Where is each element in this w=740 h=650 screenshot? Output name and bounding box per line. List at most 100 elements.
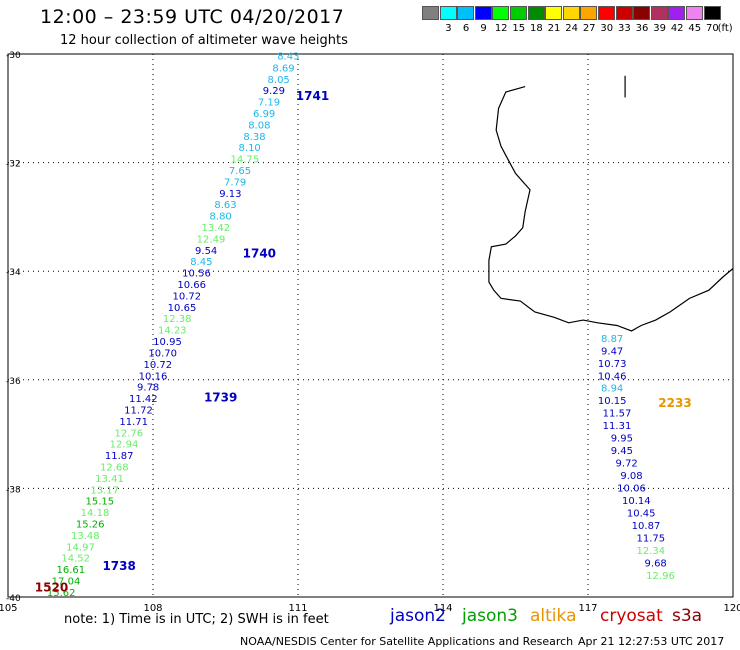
wave-height-value: 12.49 [197, 234, 226, 245]
wave-height-value: 8.63 [214, 200, 236, 211]
pass-time-label: 2233 [658, 396, 691, 410]
wave-height-value: 12.38 [163, 314, 192, 325]
wave-height-value: 11.42 [129, 394, 158, 405]
wave-height-value: 9.54 [195, 246, 217, 257]
scale-unit: (ft) [717, 23, 733, 34]
scale-swatch [474, 6, 492, 20]
scale-swatch [492, 6, 510, 20]
wave-height-value: 10.72 [144, 360, 173, 371]
wave-height-value: 13.17 [90, 485, 119, 496]
wave-height-value: 10.06 [617, 484, 646, 495]
wave-height-value: 12.68 [100, 462, 129, 473]
scale-label: 39 [653, 23, 666, 34]
wave-height-value: 8.10 [239, 143, 261, 154]
wave-height-value: 7.79 [224, 177, 246, 188]
wave-height-value: 10.70 [148, 348, 177, 359]
pass-time-label: 1741 [296, 89, 329, 103]
wave-height-value: 7.19 [258, 98, 280, 109]
wave-height-value: 10.95 [153, 337, 182, 348]
wave-height-value: 13.48 [71, 531, 100, 542]
page-subtitle: 12 hour collection of altimeter wave hei… [60, 33, 348, 48]
scale-label: 3 [445, 23, 452, 34]
wave-height-value: 10.66 [177, 280, 206, 291]
lon-tick-label: 117 [578, 603, 597, 614]
wave-height-value: 10.65 [168, 303, 197, 314]
wave-height-value: 14.23 [158, 326, 187, 337]
note-text: note: 1) Time is in UTC; 2) SWH is in fe… [64, 612, 329, 627]
scale-label: 6 [462, 23, 470, 34]
pass-time-label: 1738 [102, 559, 135, 573]
scale-swatch [439, 6, 457, 20]
wave-height-value: 11.87 [105, 451, 134, 462]
wave-height-value: 8.69 [272, 63, 294, 74]
wave-height-value: 10.16 [139, 371, 168, 382]
wave-height-value: 11.75 [637, 534, 666, 545]
scale-swatch [457, 6, 475, 20]
wave-height-value: 13.41 [95, 474, 124, 485]
wave-height-value: 6.99 [253, 109, 275, 120]
wave-height-value: 8.94 [601, 384, 623, 395]
scale-swatch [703, 6, 721, 20]
footer-timestamp: Apr 21 12:27:53 UTC 2017 [578, 635, 725, 648]
wave-height-value: 10.14 [622, 496, 651, 507]
scale-label: 42 [670, 23, 684, 34]
wave-height-value: 9.45 [611, 446, 633, 457]
wave-height-value: 10.45 [627, 509, 656, 520]
wave-height-value: 12.94 [110, 440, 139, 451]
wave-height-value: 9.08 [620, 471, 642, 482]
wave-height-value: 11.57 [603, 409, 632, 420]
wave-height-value: 8.80 [210, 212, 232, 223]
scale-swatch [668, 6, 686, 20]
lat-tick-label: -30 [6, 51, 21, 61]
wave-height-value: 14.75 [231, 155, 260, 166]
lon-tick-label: 105 [0, 603, 18, 614]
scale-label: 36 [635, 23, 649, 34]
wave-height-value: 9.29 [263, 86, 285, 97]
wave-height-value: 14.52 [61, 554, 90, 565]
wave-height-value: 10.72 [173, 291, 202, 302]
wave-height-value: 9.72 [616, 459, 638, 470]
lat-tick-label: -34 [6, 268, 21, 278]
wave-height-value: 9.47 [601, 346, 623, 357]
lat-tick-label: -40 [6, 594, 21, 604]
coastline [488, 86, 734, 332]
wave-height-value: 14.97 [66, 542, 95, 553]
scale-swatch [527, 6, 545, 20]
wave-height-value: 12.34 [637, 546, 666, 557]
lon-tick-label: 111 [288, 603, 307, 614]
legend-jason2: jason2 [390, 606, 446, 626]
wave-height-value: 9.13 [219, 189, 241, 200]
wave-height-value: 15.15 [86, 497, 115, 508]
wave-height-value: 7.65 [229, 166, 251, 177]
scale-label: 33 [618, 23, 631, 34]
scale-swatch [545, 6, 563, 20]
scale-label: 70 [706, 23, 719, 34]
wave-height-value: 9.95 [611, 434, 633, 445]
wave-height-value: 11.31 [603, 421, 632, 432]
scale-swatch [562, 6, 580, 20]
scale-label: 45 [688, 23, 702, 34]
scale-swatch [615, 6, 633, 20]
wave-height-value: 10.15 [598, 396, 627, 407]
lon-tick-label: 108 [143, 603, 162, 614]
scale-swatch [650, 6, 668, 20]
wave-height-value: 12.76 [115, 428, 144, 439]
wave-height-value: 15.26 [76, 519, 105, 530]
legend-jason3: jason3 [462, 606, 518, 626]
wave-height-value: 10.56 [182, 269, 211, 280]
scale-label: 15 [512, 23, 526, 34]
wave-height-value: 12.96 [646, 571, 675, 582]
wave-height-value: 17.04 [52, 577, 81, 588]
pass-time-label: 1520 [35, 581, 68, 595]
scale-label: 27 [582, 23, 596, 34]
wave-height-value: 14.18 [81, 508, 110, 519]
wave-height-value: 8.38 [243, 132, 265, 143]
wave-height-value: 11.72 [124, 405, 153, 416]
scale-swatch [633, 6, 651, 20]
wave-height-value: 10.87 [632, 521, 661, 532]
wave-height-value: 10.73 [598, 359, 627, 370]
scale-label: 12 [494, 23, 508, 34]
scale-label: 18 [530, 23, 543, 34]
wave-height-value: 13.42 [202, 223, 231, 234]
